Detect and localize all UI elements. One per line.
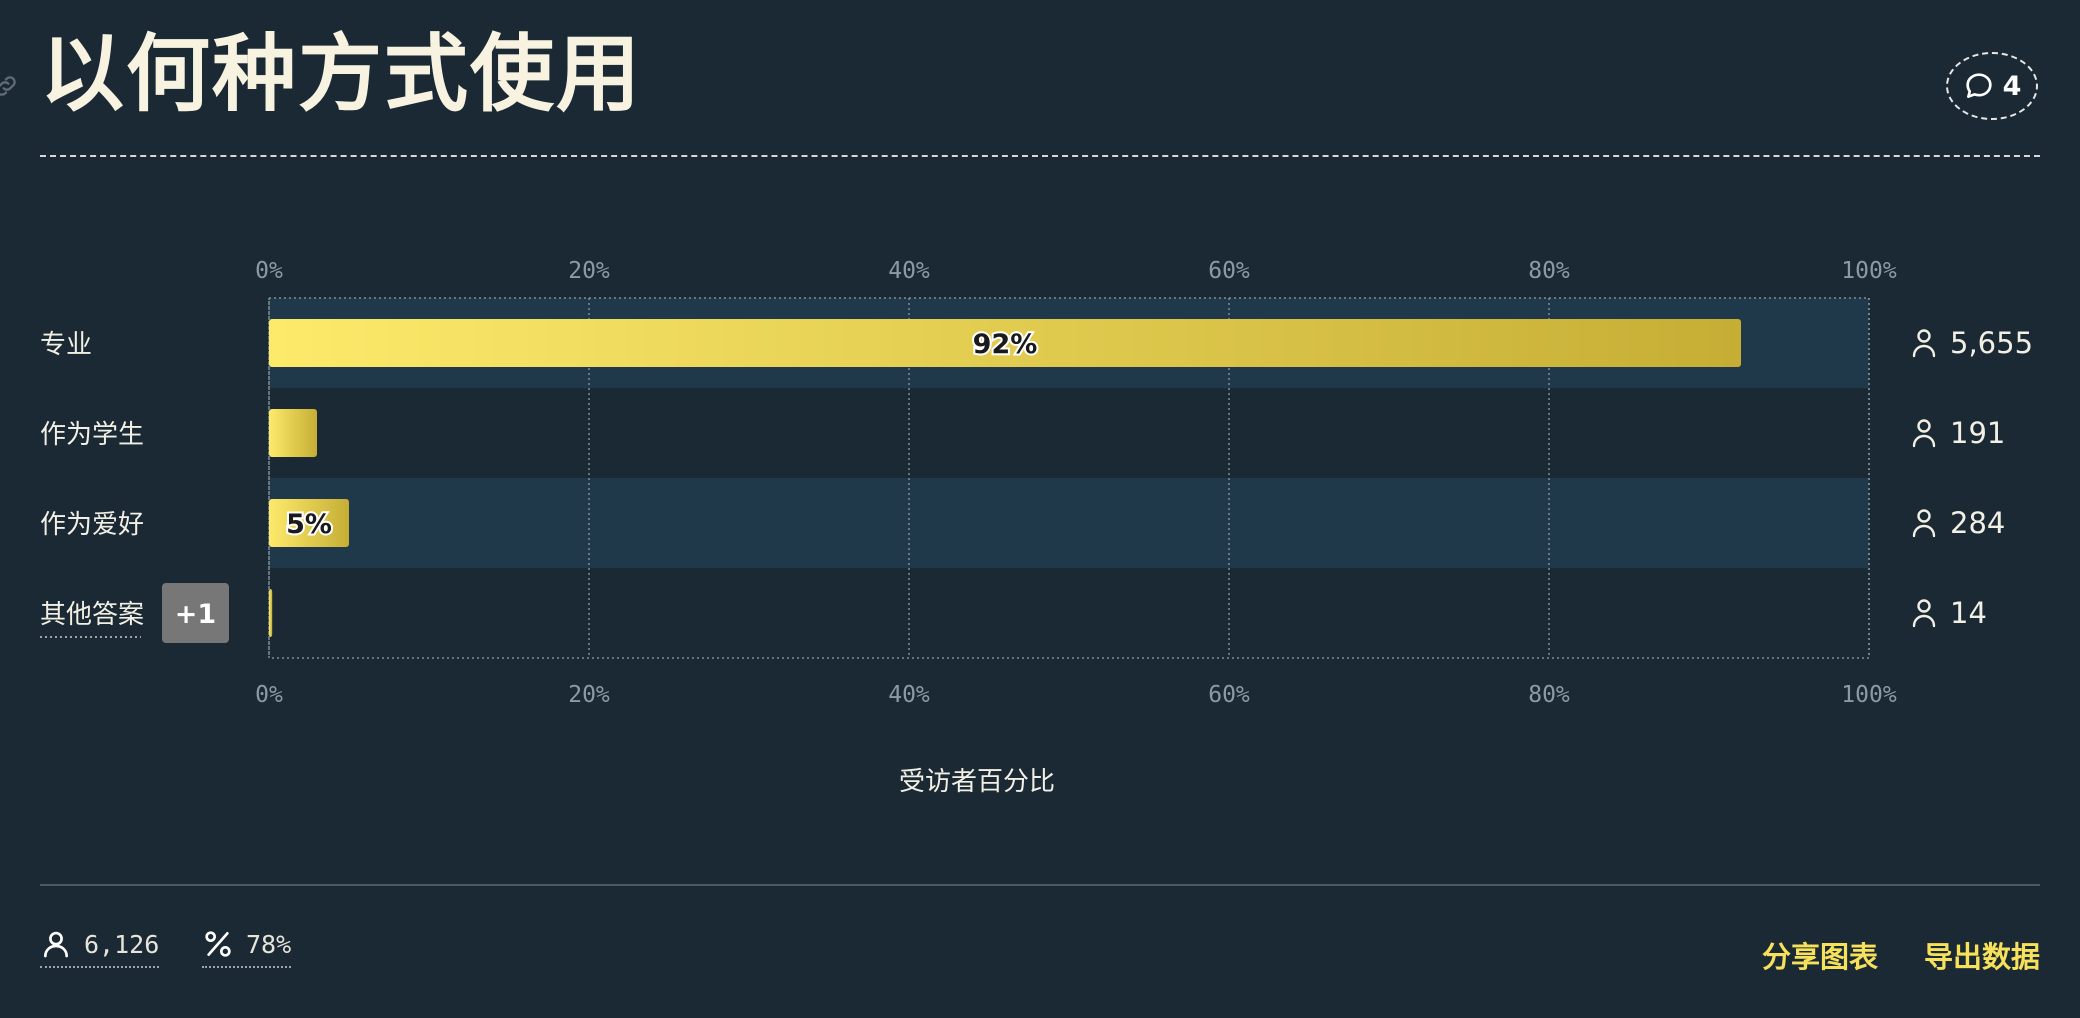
- bar: [269, 499, 349, 547]
- chart-footer: 6,126 78% 分享图表 导出数据: [40, 928, 2040, 978]
- x-tick-label-bottom: 20%: [568, 682, 610, 708]
- person-icon: [1912, 599, 1936, 628]
- more-answers-badge-bg: [162, 583, 229, 643]
- person-icon: [44, 931, 68, 958]
- person-icon: [1912, 419, 1936, 448]
- x-tick-label-top: 60%: [1208, 258, 1250, 284]
- person-icon-head: [1917, 509, 1931, 523]
- category-label: 其他答案: [40, 600, 144, 630]
- respondent-count: 14: [1950, 596, 1987, 630]
- bar: [269, 409, 317, 457]
- page-title: 以何种方式使用: [40, 25, 643, 123]
- comment-count: 4: [2002, 70, 2022, 102]
- bar: [269, 319, 1741, 367]
- footer-divider: [40, 884, 2040, 886]
- x-tick-label-bottom: 80%: [1528, 682, 1570, 708]
- x-tick-label-top: 80%: [1528, 258, 1570, 284]
- category-label: 专业: [40, 330, 92, 360]
- title-divider: [40, 155, 2040, 157]
- respondent-count: 284: [1950, 506, 2005, 540]
- respondent-count: 5,655: [1950, 326, 2033, 360]
- person-icon-body: [1912, 614, 1936, 628]
- x-tick-label-top: 0%: [255, 258, 283, 284]
- person-icon-body: [1912, 524, 1936, 538]
- x-tick-label-bottom: 0%: [255, 682, 283, 708]
- link-icon[interactable]: [0, 72, 20, 100]
- percent-value: 78%: [246, 929, 292, 959]
- share-chart-link[interactable]: 分享图表: [1761, 940, 1878, 974]
- bar-value-label: 92%: [973, 329, 1038, 360]
- person-icon-body: [1912, 344, 1936, 358]
- more-answers-badge-label: +1: [175, 599, 216, 630]
- person-icon: [1912, 329, 1936, 358]
- x-axis-label: 受访者百分比: [899, 767, 1055, 797]
- person-icon-body: [1912, 434, 1936, 448]
- bar-chart: 0% 0% 20% 20% 40% 40% 60% 60% 80% 80% 100% 100% 92% 专…: [40, 258, 2033, 797]
- percent-icon: [205, 931, 231, 957]
- respondent-count: 191: [1950, 416, 2005, 450]
- category-label: 作为学生: [40, 420, 144, 450]
- x-tick-label-bottom: 60%: [1208, 682, 1250, 708]
- x-tick-label-bottom: 40%: [888, 682, 930, 708]
- comments-button[interactable]: 4: [1946, 52, 2038, 120]
- x-tick-label-top: 20%: [568, 258, 610, 284]
- person-icon-head: [1917, 599, 1931, 613]
- bar: [269, 589, 273, 637]
- x-tick-label-top: 40%: [888, 258, 930, 284]
- row-band: [269, 478, 1869, 568]
- person-icon-head: [1917, 419, 1931, 433]
- more-answers-badge[interactable]: +1: [162, 583, 229, 643]
- respondents-count: 6,126: [84, 929, 160, 959]
- x-tick-label-top: 100%: [1841, 258, 1897, 284]
- bar-value-label: 5%: [286, 509, 332, 540]
- percent-stat[interactable]: 78%: [202, 928, 292, 968]
- category-label: 作为爱好: [40, 510, 144, 540]
- respondents-stat[interactable]: 6,126: [40, 928, 160, 968]
- comment-icon: [1965, 73, 1992, 98]
- person-icon-head: [1917, 329, 1931, 343]
- x-tick-label-bottom: 100%: [1841, 682, 1897, 708]
- person-icon: [1912, 509, 1936, 538]
- export-data-link[interactable]: 导出数据: [1923, 940, 2040, 974]
